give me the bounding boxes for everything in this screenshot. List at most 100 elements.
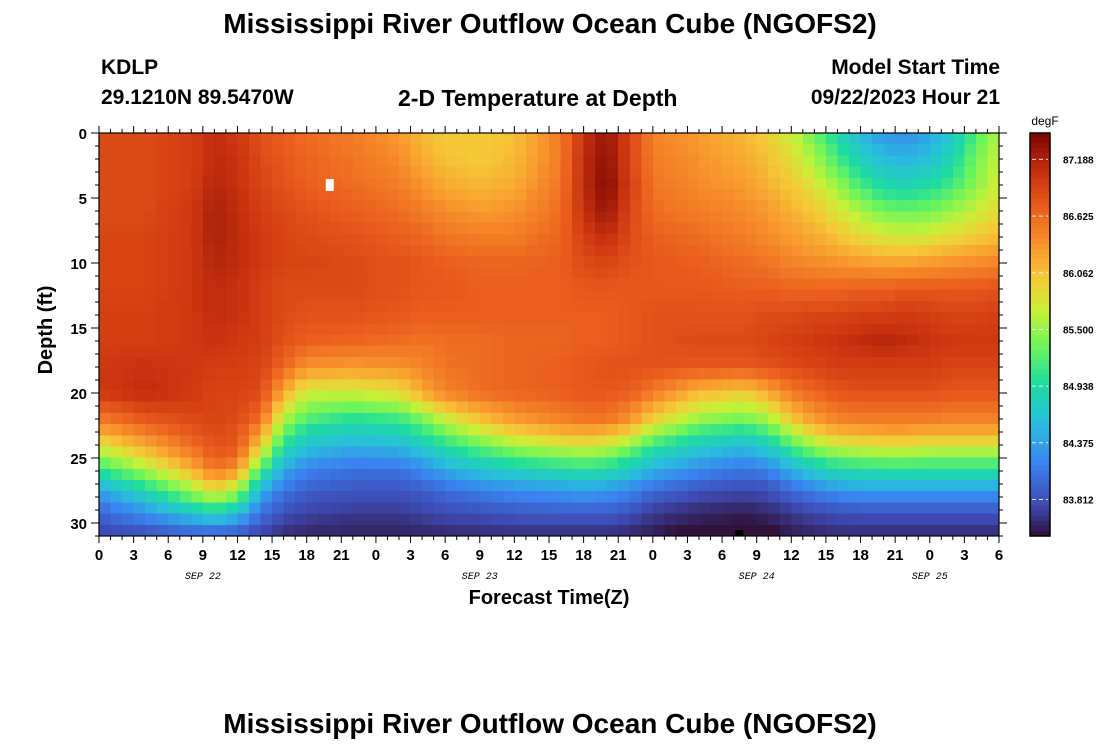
heatmap-cell [525, 278, 539, 291]
heatmap-cell [825, 144, 839, 156]
heatmap-cell [652, 524, 665, 537]
colorbar-segment [1030, 299, 1050, 305]
heatmap-cell [306, 356, 319, 369]
heatmap-cell [583, 200, 596, 212]
heatmap-cell [768, 222, 781, 235]
heatmap-cell [641, 502, 654, 515]
heatmap-cell [410, 524, 423, 537]
heatmap-cell [364, 256, 377, 268]
heatmap-cell [779, 468, 792, 481]
colorbar-segment [1030, 294, 1050, 300]
heatmap-cell [364, 379, 377, 392]
heatmap-cell [133, 211, 146, 224]
heatmap-cell [306, 401, 319, 414]
heatmap-cell [491, 457, 504, 470]
heatmap-cell [791, 390, 804, 403]
colorbar-segment [1030, 490, 1050, 497]
heatmap-cell [364, 502, 377, 515]
colorbar-segment [1030, 274, 1050, 280]
heatmap-cell [260, 446, 273, 459]
heatmap-cell [560, 267, 573, 280]
heatmap-cell [606, 368, 619, 380]
heatmap-cell [387, 278, 400, 291]
heatmap-cell [295, 300, 308, 313]
heatmap-cell [399, 491, 412, 504]
heatmap-cell [549, 480, 562, 492]
heatmap-cell [791, 334, 804, 347]
heatmap-cell [814, 133, 827, 145]
heatmap-cell [387, 166, 400, 179]
heatmap-cell [987, 457, 1000, 470]
heatmap-cell [733, 480, 746, 492]
heatmap-cell [641, 345, 654, 358]
heatmap-cell [214, 502, 227, 515]
heatmap-cell [122, 524, 135, 537]
heatmap-cell [422, 177, 435, 190]
heatmap-cell [387, 133, 400, 145]
heatmap-cell [341, 133, 354, 145]
heatmap-cell [872, 256, 885, 268]
heatmap-cell [110, 379, 123, 392]
heatmap-cell [929, 424, 942, 436]
heatmap-cell [202, 312, 215, 324]
heatmap-cell [364, 424, 377, 436]
heatmap-cell [249, 222, 262, 235]
heatmap-cell [329, 300, 342, 313]
heatmap-cell [710, 256, 723, 268]
heatmap-cell [975, 200, 989, 212]
heatmap-cell [722, 144, 735, 156]
heatmap-cell [814, 435, 827, 448]
colorbar-segment [1030, 339, 1050, 346]
heatmap-cell [560, 424, 573, 436]
heatmap-cell [883, 401, 896, 414]
heatmap-cell [110, 424, 123, 436]
heatmap-cell [537, 334, 550, 347]
heatmap-cell [260, 368, 273, 380]
heatmap-cell [756, 278, 769, 291]
heatmap-cell [629, 133, 642, 145]
heatmap-cell [549, 356, 562, 369]
heatmap-cell [860, 166, 873, 179]
heatmap-cell [964, 133, 977, 145]
heatmap-cell [606, 166, 619, 179]
heatmap-cell [168, 424, 181, 436]
colorbar-segment [1030, 369, 1050, 376]
heatmap-cell [675, 133, 689, 145]
heatmap-cell [745, 166, 758, 179]
heatmap-cell [756, 300, 769, 313]
heatmap-cell [791, 256, 804, 268]
heatmap-cell [768, 323, 781, 336]
heatmap-cell [456, 256, 469, 268]
heatmap-cell [168, 244, 181, 257]
heatmap-cell [306, 345, 319, 358]
heatmap-cell [722, 155, 735, 168]
heatmap-cell [456, 155, 469, 168]
heatmap-cell [237, 222, 250, 235]
heatmap-cell [387, 144, 400, 156]
heatmap-cell [502, 144, 515, 156]
heatmap-cell [341, 144, 354, 156]
heatmap-cell [364, 200, 377, 212]
heatmap-cell [387, 513, 400, 526]
heatmap-cell [872, 468, 885, 481]
heatmap-cell [802, 222, 815, 235]
heatmap-cell [883, 502, 896, 515]
heatmap-cell [110, 222, 123, 235]
heatmap-cell [225, 435, 239, 448]
heatmap-cell [214, 200, 227, 212]
heatmap-cell [225, 356, 239, 369]
heatmap-cell [722, 244, 735, 257]
heatmap-cell [468, 379, 481, 392]
heatmap-cell [699, 200, 712, 212]
heatmap-cell [606, 312, 619, 324]
heatmap-cell [502, 200, 515, 212]
heatmap-cell [837, 457, 850, 470]
heatmap-cell [849, 424, 862, 436]
heatmap-cell [560, 401, 573, 414]
heatmap-cell [779, 200, 792, 212]
heatmap-cell [352, 468, 365, 481]
heatmap-cell [883, 379, 896, 392]
heatmap-cell [952, 188, 965, 201]
heatmap-cell [341, 188, 354, 201]
heatmap-cell [352, 457, 365, 470]
